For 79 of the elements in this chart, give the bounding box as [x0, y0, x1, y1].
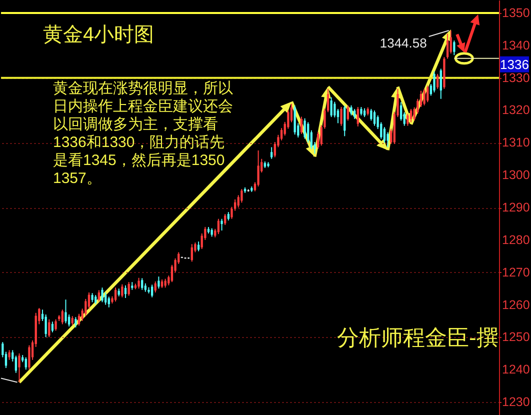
candlestick — [84, 298, 87, 317]
candlestick — [64, 299, 67, 324]
candlestick — [150, 284, 154, 298]
candlestick — [101, 287, 104, 303]
y-tick-label: 1350 — [502, 6, 530, 20]
candlestick — [224, 213, 226, 226]
candlestick — [61, 309, 64, 325]
candlestick — [406, 113, 409, 126]
candlestick — [158, 276, 160, 290]
candlestick — [356, 106, 359, 127]
candlestick — [128, 282, 130, 296]
candlestick — [316, 131, 320, 150]
y-tick-label: 1290 — [502, 200, 530, 214]
candlestick — [94, 294, 97, 305]
candlestick — [44, 314, 47, 338]
y-tick-label: 1280 — [502, 232, 530, 247]
annotation: 1344.58 — [380, 36, 427, 51]
text: 黄金4小时图 — [43, 24, 154, 46]
candlestick — [423, 88, 426, 106]
candlestick — [18, 352, 20, 383]
candlestick — [14, 355, 18, 374]
candlestick — [440, 68, 442, 100]
candlestick — [54, 318, 57, 332]
candlestick — [28, 344, 30, 370]
candlestick — [350, 104, 352, 116]
candlestick — [426, 85, 429, 103]
candlestick — [114, 287, 117, 302]
y-tick-label: 1250 — [502, 330, 530, 344]
candlestick — [450, 30, 452, 54]
candlestick — [334, 101, 336, 118]
candlestick — [433, 70, 436, 93]
candlestick — [354, 108, 356, 120]
candlestick — [336, 108, 340, 124]
candlestick — [78, 313, 80, 326]
candlestick — [217, 218, 220, 235]
y-tick-label: 1340 — [502, 38, 530, 52]
candlestick — [436, 73, 439, 90]
candlestick — [383, 126, 386, 144]
candlestick — [344, 105, 346, 137]
candlestick — [386, 132, 389, 148]
candlestick — [340, 106, 342, 126]
candlestick — [68, 314, 70, 327]
candlestick — [154, 280, 156, 293]
candlestick — [104, 292, 107, 306]
annotation: 黄金现在涨势很明显，所以日内操作上程金臣建议还会以回调做多为主，支撑看1336和1330，阻力的话先是看1345，然后再是1350 1357。 — [53, 80, 233, 187]
y-tick-label: 1230 — [502, 395, 530, 410]
candlestick — [346, 104, 350, 122]
y-tick-label: 1240 — [502, 362, 530, 377]
candlestick — [446, 33, 449, 60]
candlestick — [410, 108, 412, 123]
candlestick — [330, 96, 332, 118]
candlestick — [190, 244, 193, 262]
candlestick — [170, 264, 174, 283]
y-tick-label: 1260 — [502, 298, 530, 312]
candlestick — [24, 356, 27, 370]
candlestick — [98, 290, 100, 302]
candlestick — [141, 278, 144, 290]
candlestick — [124, 284, 127, 298]
candlestick — [91, 292, 94, 303]
candlestick — [453, 40, 456, 56]
candlestick — [121, 284, 124, 298]
y-tick-label: 1270 — [502, 265, 530, 280]
y-tick-label: 1300 — [502, 168, 530, 182]
candlestick — [300, 116, 303, 134]
y-tick-label: 1310 — [502, 136, 530, 150]
candlestick — [307, 122, 310, 144]
candlestick — [220, 218, 223, 232]
candlestick — [48, 318, 50, 338]
y-tick-label: 1330 — [502, 70, 530, 85]
candlestick — [74, 316, 77, 328]
candlestick — [8, 350, 10, 360]
candlestick — [138, 277, 140, 290]
candlestick — [400, 102, 402, 122]
candlestick — [373, 110, 376, 126]
y-tick-label: 1320 — [502, 103, 530, 118]
candlestick — [290, 103, 293, 123]
candlestick — [240, 188, 243, 204]
annotation: 分析师程金臣-撰 — [337, 325, 498, 350]
candlestick — [304, 118, 306, 140]
